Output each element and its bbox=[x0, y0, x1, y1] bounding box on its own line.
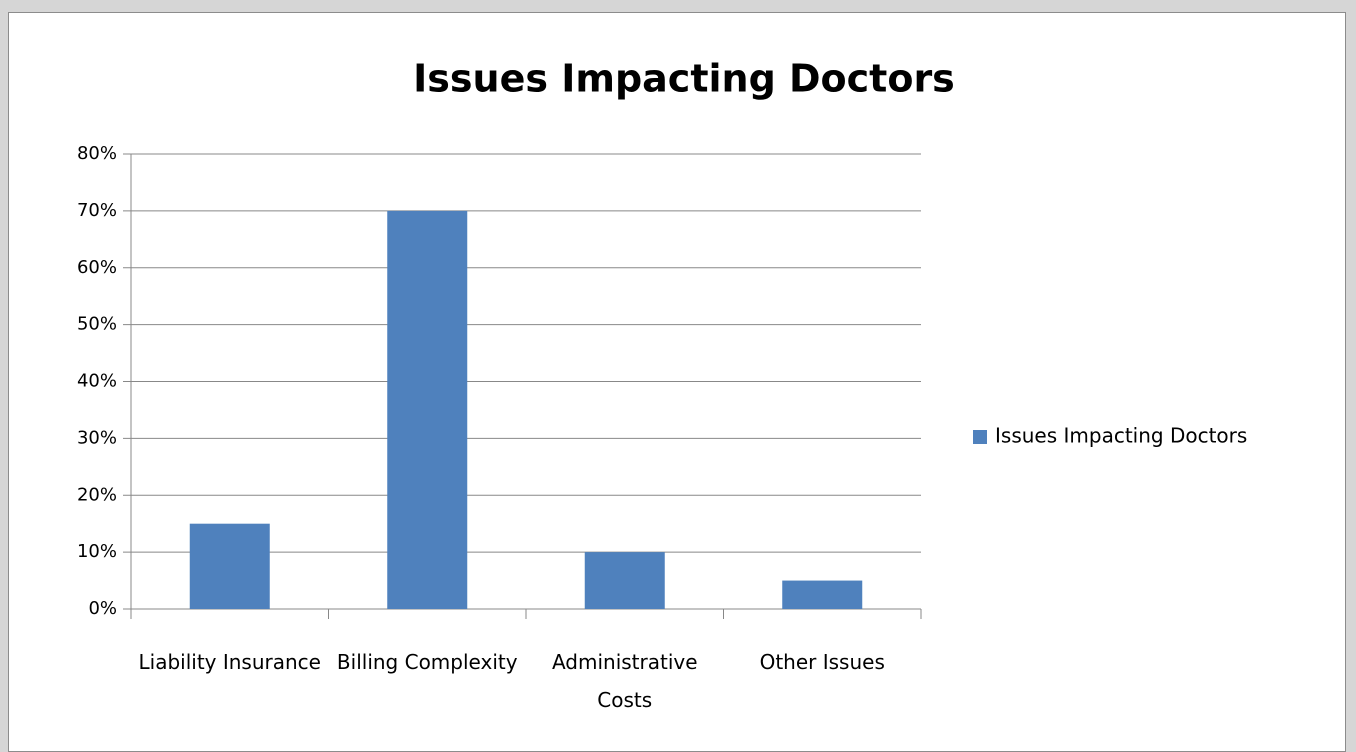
y-tick-label: 50% bbox=[77, 314, 117, 335]
y-tick-label: 80% bbox=[77, 143, 117, 164]
chart-frame: Issues Impacting Doctors 0% 10% 20% 30% 40% 5… bbox=[8, 12, 1346, 752]
chart: Issues Impacting Doctors 0% 10% 20% 30% 40% 5… bbox=[77, 57, 1247, 619]
bar bbox=[782, 580, 863, 609]
y-tick-label: 20% bbox=[77, 484, 117, 505]
y-tick-label: 10% bbox=[77, 541, 117, 562]
legend-swatch bbox=[973, 430, 987, 444]
x-tick-label: Liability Insurance bbox=[138, 650, 321, 674]
bar bbox=[189, 523, 270, 609]
x-tick-label: Administrative Costs bbox=[551, 650, 698, 712]
y-tick-label: 0% bbox=[88, 598, 117, 619]
y-tick-label: 30% bbox=[77, 427, 117, 448]
legend-label: Issues Impacting Doctors bbox=[995, 424, 1247, 448]
y-tick-label: 70% bbox=[77, 200, 117, 221]
bar bbox=[387, 210, 468, 609]
x-tick-label: Billing Complexity bbox=[336, 650, 518, 674]
chart-title: Issues Impacting Doctors bbox=[413, 57, 955, 101]
y-tick-label: 60% bbox=[77, 257, 117, 278]
y-tick-label: 40% bbox=[77, 371, 117, 392]
bar bbox=[584, 552, 665, 609]
x-tick-label: Other Issues bbox=[759, 650, 885, 674]
